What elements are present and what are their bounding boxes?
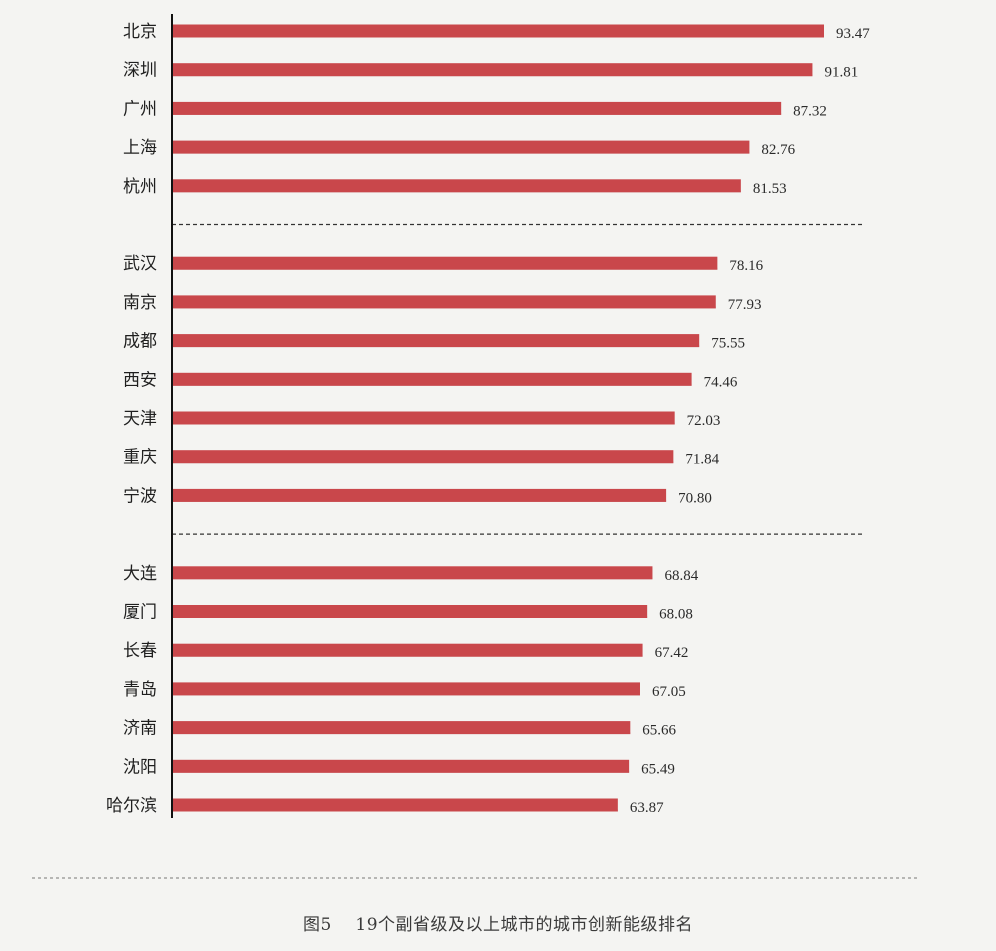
bar-天津 [173,411,675,425]
category-label: 宁波 [123,486,157,506]
data-label: 81.53 [753,181,787,197]
category-label: 重庆 [123,448,157,468]
figure-caption: 图5 19个副省级及以上城市的城市创新能级排名 [0,910,996,935]
category-label: 南京 [123,293,157,313]
category-label: 广州 [123,99,157,119]
bar-上海 [173,140,750,154]
data-label: 78.16 [729,258,763,274]
bar-武汉 [173,256,718,270]
data-label: 67.05 [652,684,686,700]
category-label: 济南 [123,719,157,739]
data-label: 77.93 [728,297,762,313]
bar-哈尔滨 [173,798,618,812]
category-label: 上海 [123,138,157,158]
data-label: 68.08 [659,607,693,623]
category-label: 西安 [123,370,157,390]
data-label: 87.32 [793,103,827,119]
bar-西安 [173,372,692,386]
data-label: 71.84 [685,452,719,468]
bar-宁波 [173,488,667,502]
data-label: 72.03 [687,413,721,429]
bar-北京 [173,24,824,38]
data-label: 65.66 [642,723,676,739]
value-labels: 93.47 91.81 87.32 82.76 81.53 78.16 77.93 75.55… [630,26,870,816]
figure-title: 19个副省级及以上城市的城市创新能级排名 [355,915,694,935]
category-label: 沈阳 [123,757,157,777]
bar-沈阳 [173,759,630,773]
data-label: 65.49 [641,761,675,777]
data-label: 67.42 [655,645,689,661]
data-label: 93.47 [836,26,870,42]
category-label: 北京 [123,22,157,42]
data-label: 63.87 [630,800,664,816]
category-label: 天津 [123,409,157,429]
bar-长春 [173,643,643,657]
bar-重庆 [173,450,674,464]
bar-广州 [173,101,782,115]
category-label: 武汉 [123,254,157,274]
group-separators [172,223,862,535]
category-label: 大连 [123,564,157,584]
bar-厦门 [173,605,648,618]
bar-济南 [173,721,631,735]
category-label: 深圳 [123,61,157,81]
bar-深圳 [173,63,813,77]
data-label: 75.55 [711,336,745,352]
category-label: 杭州 [123,177,157,197]
data-label: 70.80 [678,490,712,506]
data-label: 74.46 [704,374,738,390]
bar-杭州 [173,179,741,193]
bar-成都 [173,334,700,348]
category-label: 青岛 [123,680,157,700]
category-label: 哈尔滨 [106,796,157,816]
category-label: 成都 [123,332,157,352]
bar-大连 [173,566,653,580]
figure-number: 图5 [302,915,332,935]
data-label: 68.84 [664,568,698,584]
bar-南京 [173,295,716,309]
bars-layer [173,24,824,812]
bar-青岛 [173,682,640,696]
category-label: 厦门 [123,603,157,623]
data-label: 91.81 [824,65,858,81]
category-label: 长春 [123,641,157,661]
data-label: 82.76 [761,142,795,158]
